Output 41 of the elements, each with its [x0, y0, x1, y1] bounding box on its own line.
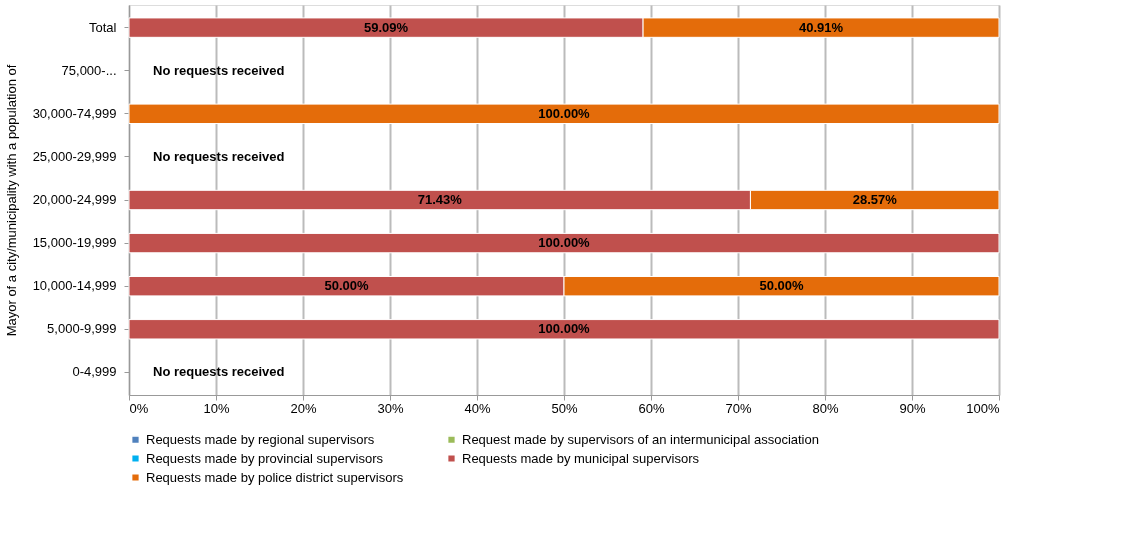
x-tick-label: 70%	[725, 400, 752, 416]
y-tick-label: 0-4,999	[72, 364, 117, 380]
x-tick-label: 40%	[464, 400, 491, 416]
y-tick-label: 30,000-74,999	[32, 105, 117, 121]
y-tick-label: 20,000-24,999	[32, 192, 117, 207]
x-tick-label: 50%	[551, 400, 578, 416]
x-tick-label: 90%	[899, 400, 926, 416]
data-label: 100.00%	[538, 235, 591, 251]
bar	[128, 232, 1000, 254]
x-tick-label: 60%	[638, 400, 665, 416]
data-label: 100.00%	[538, 321, 591, 337]
data-label: 50.00%	[759, 278, 804, 294]
x-tick-label: 30%	[377, 400, 404, 416]
data-label: 71.43%	[417, 192, 463, 207]
y-axis-title: Mayor of a city/municipality with a population of	[3, 64, 19, 337]
legend-label: Requests made by regional supervisors	[146, 431, 375, 447]
legend-label: Requests made by police district supervisors	[146, 469, 404, 485]
annotation: No requests received	[153, 62, 285, 78]
x-tick-label: 10%	[203, 400, 230, 416]
legend-label: Requests made by provincial supervisors	[146, 450, 384, 466]
y-tick-label: 10,000-14,999	[32, 278, 117, 294]
annotation: No requests received	[153, 148, 285, 164]
annotation: No requests received	[153, 364, 285, 380]
x-tick-label: 100%	[966, 400, 1000, 416]
x-tick-label: 80%	[812, 400, 839, 416]
data-label: 100.00%	[538, 105, 591, 121]
data-label: 28.57%	[852, 192, 898, 207]
bar	[128, 103, 1000, 125]
y-tick-label: 25,000-29,999	[32, 148, 117, 164]
bar	[128, 319, 1000, 340]
data-label: 40.91%	[798, 19, 844, 35]
legend-label: Requests made by municipal supervisors	[462, 450, 700, 466]
y-tick-label: Total	[89, 19, 117, 35]
y-tick-label: 15,000-19,999	[32, 235, 117, 251]
x-tick-label: 0%	[129, 400, 149, 416]
legend-label: Request made by supervisors of an intermunicipal association	[462, 431, 819, 447]
y-tick-label: 5,000-9,999	[47, 321, 117, 337]
data-label: 50.00%	[324, 278, 369, 294]
y-tick-label: 75,000-...	[61, 62, 117, 78]
x-tick-label: 20%	[290, 400, 317, 416]
data-label: 59.09%	[363, 19, 409, 35]
